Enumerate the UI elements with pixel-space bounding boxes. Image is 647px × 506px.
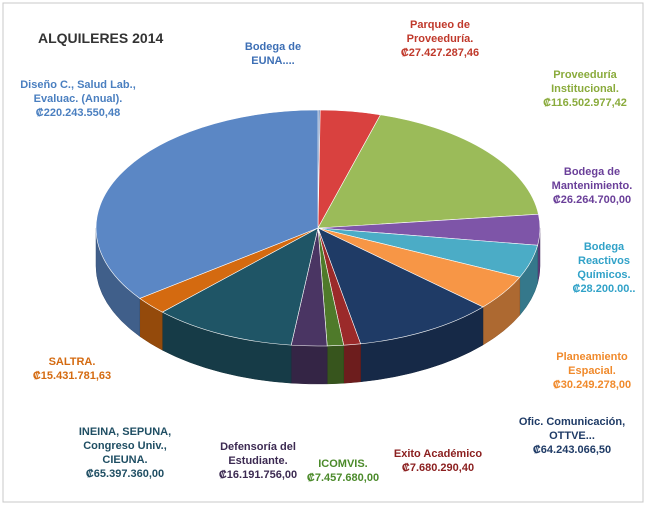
- slice-label: ICOMVIS. ₡7.457.680,00: [298, 457, 388, 485]
- slice-label: SALTRA. ₡15.431.781,63: [17, 355, 127, 383]
- slice-label: Ofic. Comunicación, OTTVE... ₡64.243.066,…: [512, 415, 632, 457]
- slice-value: ₡16.191.756,00: [218, 469, 298, 481]
- slice-value: ₡28.200.00..: [572, 283, 636, 295]
- slice-label: Parqueo de Proveeduría. ₡27.427.287,46: [380, 18, 500, 60]
- slice-value: ₡7.457.680,00: [306, 472, 380, 484]
- slice-label: Diseño C., Salud Lab., Evaluac. (Anual).…: [13, 78, 143, 120]
- slice-label: Defensoría del Estudiante. ₡16.191.756,00: [208, 440, 308, 482]
- pie-slice-side: [290, 344, 328, 385]
- pie-slice: [317, 114, 539, 229]
- slice-label: Bodega Reactivos Químicos. ₡28.200.00..: [564, 240, 644, 296]
- slice-name: Ofic. Comunicación, OTTVE...: [518, 416, 626, 442]
- chart-title: ALQUILERES 2014: [38, 30, 164, 46]
- slice-value: ₡30.249.278,00: [552, 379, 632, 391]
- slice-value: ₡220.243.550,48: [35, 107, 121, 119]
- slice-value: ₡27.427.287,46: [400, 47, 480, 59]
- slice-label: Exito Académico ₡7.680.290,40: [373, 447, 503, 475]
- pie-slice: [161, 227, 319, 346]
- slice-value: ₡64.243.066,50: [532, 444, 612, 456]
- slice-value: ₡7.680.290,40: [401, 462, 475, 474]
- slice-label: INEINA, SEPUNA, Congreso Univ., CIEUNA. ₡…: [70, 425, 180, 481]
- slice-name: Proveeduría Institucional.: [551, 69, 619, 95]
- slice-name: Diseño C., Salud Lab., Evaluac. (Anual).: [20, 79, 136, 105]
- slice-label: Planeamiento Espacial. ₡30.249.278,00: [537, 350, 647, 392]
- slice-name: SALTRA.: [48, 356, 96, 368]
- slice-name: Planeamiento Espacial.: [556, 351, 628, 377]
- slice-label: Bodega de Mantenimiento. ₡26.264.700,00: [537, 165, 647, 207]
- slice-value: ₡116.502.977,42: [543, 97, 627, 109]
- slice-name: Bodega de Mantenimiento.: [551, 166, 633, 192]
- slice-label: Proveeduría Institucional. ₡116.502.977,4…: [525, 68, 645, 110]
- slice-name: Bodega Reactivos Químicos.: [577, 241, 631, 281]
- slice-value: ₡26.264.700,00: [552, 194, 632, 206]
- slice-label: Bodega de EUNA....: [228, 40, 318, 68]
- pie-slice-side: [326, 344, 344, 385]
- slice-name: ICOMVIS.: [318, 458, 368, 470]
- slice-name: Defensoría del Estudiante.: [220, 441, 296, 467]
- slice-name: Bodega de EUNA....: [244, 41, 302, 67]
- slice-name: Exito Académico: [393, 448, 483, 460]
- pie-slice-side: [343, 343, 361, 384]
- slice-name: Parqueo de Proveeduría.: [406, 19, 474, 45]
- slice-name: INEINA, SEPUNA, Congreso Univ., CIEUNA.: [78, 426, 172, 466]
- slice-value: ₡65.397.360,00: [85, 468, 165, 480]
- pie-slice: [317, 227, 484, 345]
- pie-slice: [95, 109, 319, 299]
- slice-value: ₡15.431.781,63: [32, 370, 112, 382]
